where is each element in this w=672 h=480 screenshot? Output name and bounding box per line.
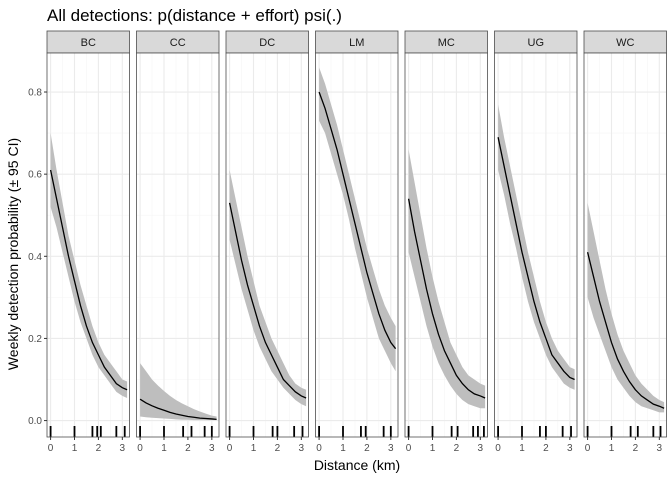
y-tick-label: 0.2: [28, 334, 42, 345]
fit-line-bc: [49, 169, 128, 391]
panel-border: [225, 52, 309, 438]
y-tick-label: 0.6: [28, 170, 42, 181]
strip-label-dc: DC: [259, 37, 275, 49]
panel-border: [136, 52, 220, 438]
x-tick-label: 3: [209, 443, 215, 454]
panels-layer: BC 0 1 2 3 CC 0 1 2 3 DC 0 1 2 3 LM 0 1 2 3 MC 0 1 2 3 UG 0 1 2 3 WC 0 1…: [46, 30, 667, 454]
x-tick-label: 1: [430, 443, 436, 454]
x-tick-label: 1: [161, 443, 167, 454]
x-tick-label: 0: [316, 443, 322, 454]
fit-line-ug: [497, 137, 575, 381]
x-tick-label: 3: [120, 443, 126, 454]
fit-line-mc: [407, 198, 486, 399]
panel-mc: MC 0 1 2 3: [404, 30, 488, 454]
x-axis-title: Distance (km): [314, 457, 400, 473]
x-tick-label: 3: [478, 443, 484, 454]
ci-ribbon-wc: [587, 202, 665, 413]
x-tick-label: 3: [299, 443, 305, 454]
fit-line-wc: [586, 252, 665, 409]
panel-background: [136, 53, 219, 437]
x-tick-label: 0: [227, 443, 233, 454]
ci-ribbon-cc: [140, 363, 217, 421]
x-tick-label: 0: [48, 443, 54, 454]
x-tick-label: 2: [633, 443, 639, 454]
panel-ug: UG 0 1 2 3: [494, 30, 578, 454]
y-axis: 0.0 0.2 0.4 0.6 0.8: [28, 88, 47, 427]
x-tick-label: 2: [96, 443, 102, 454]
panel-dc: DC 0 1 2 3: [225, 30, 309, 454]
x-tick-label: 3: [567, 443, 573, 454]
panel-bc: BC 0 1 2 3: [46, 30, 130, 454]
x-tick-label: 0: [495, 443, 501, 454]
x-tick-label: 1: [340, 443, 346, 454]
panel-border: [494, 52, 578, 438]
x-tick-label: 1: [251, 443, 257, 454]
strip-label-wc: WC: [616, 37, 634, 49]
y-tick-label: 0.8: [28, 88, 42, 99]
strip-label-bc: BC: [81, 37, 96, 49]
strip-label-ug: UG: [528, 37, 545, 49]
y-tick-label: 0.4: [28, 252, 42, 263]
strip-label-cc: CC: [170, 37, 186, 49]
strip-label-mc: MC: [438, 37, 455, 49]
x-tick-label: 3: [657, 443, 663, 454]
x-tick-label: 1: [609, 443, 615, 454]
x-tick-label: 0: [585, 443, 591, 454]
chart-title: All detections: p(distance + effort) psi…: [47, 6, 342, 25]
fit-line-cc: [139, 398, 217, 420]
panel-border: [404, 52, 488, 438]
ci-ribbon-dc: [229, 170, 307, 407]
x-tick-label: 0: [406, 443, 412, 454]
x-tick-label: 2: [185, 443, 191, 454]
panel-lm: LM 0 1 2 3: [315, 30, 399, 454]
x-tick-label: 2: [364, 443, 370, 454]
panel-border: [315, 52, 399, 438]
ci-ribbon-bc: [50, 133, 128, 398]
ci-ribbon-lm: [319, 67, 396, 372]
x-tick-label: 0: [137, 443, 143, 454]
y-tick-label: 0.0: [28, 416, 42, 427]
panel-border: [583, 52, 667, 438]
panel-cc: CC 0 1 2 3: [136, 30, 220, 454]
fit-line-lm: [318, 91, 397, 350]
y-axis-title: Weekly detection probability (± 95 CI): [5, 138, 21, 370]
x-tick-label: 2: [275, 443, 281, 454]
x-tick-label: 2: [454, 443, 460, 454]
x-tick-label: 1: [72, 443, 78, 454]
strip-label-lm: LM: [349, 37, 364, 49]
panel-border: [46, 52, 130, 438]
fit-line-dc: [228, 202, 307, 399]
x-tick-label: 1: [519, 443, 525, 454]
panel-wc: WC 0 1 2 3: [583, 30, 667, 454]
x-tick-label: 3: [388, 443, 394, 454]
x-tick-label: 2: [543, 443, 549, 454]
